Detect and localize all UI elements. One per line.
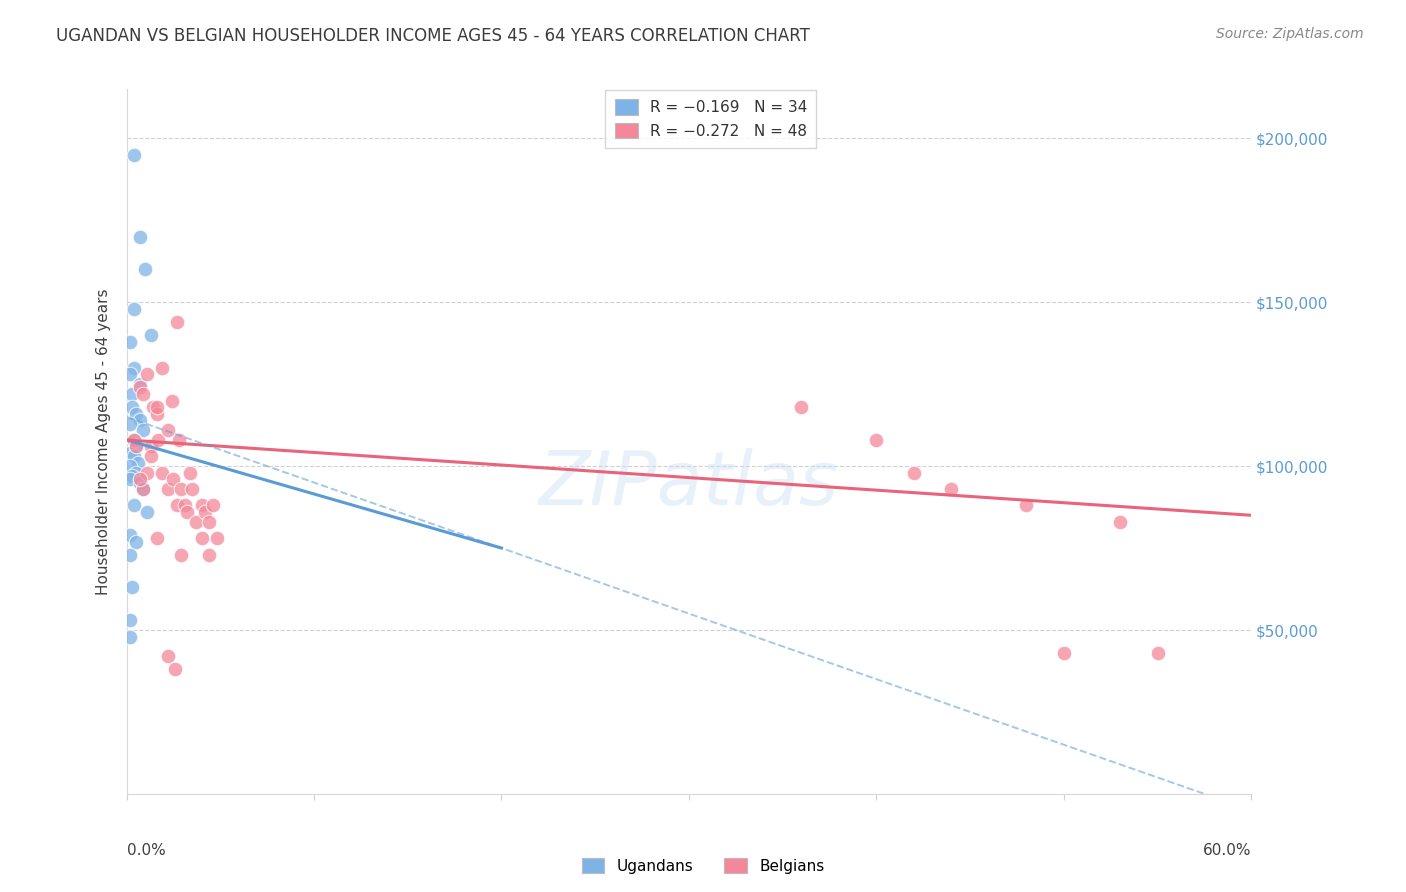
Point <box>139 450 162 464</box>
Point <box>120 417 142 431</box>
Point <box>1053 646 1076 660</box>
Point <box>1109 515 1132 529</box>
Point <box>166 499 188 513</box>
Text: 60.0%: 60.0% <box>1204 843 1251 858</box>
Point <box>150 466 173 480</box>
Point <box>132 482 155 496</box>
Point <box>120 334 142 349</box>
Point <box>120 548 142 562</box>
Point <box>121 469 143 483</box>
Text: ZIPatlas: ZIPatlas <box>538 448 839 520</box>
Point <box>122 433 145 447</box>
Point <box>790 400 813 414</box>
Point <box>125 440 148 454</box>
Point <box>201 499 224 513</box>
Point <box>194 505 217 519</box>
Point <box>120 528 142 542</box>
Point <box>142 400 165 414</box>
Point <box>121 400 143 414</box>
Point <box>190 531 212 545</box>
Point <box>128 472 150 486</box>
Point <box>125 440 148 454</box>
Point <box>184 515 207 529</box>
Point <box>198 548 221 562</box>
Text: Source: ZipAtlas.com: Source: ZipAtlas.com <box>1216 27 1364 41</box>
Point <box>128 377 150 392</box>
Point <box>128 229 150 244</box>
Point <box>160 393 183 408</box>
Point <box>179 466 201 480</box>
Point <box>150 360 173 375</box>
Point <box>156 482 179 496</box>
Point <box>134 262 156 277</box>
Point <box>132 387 155 401</box>
Point <box>1015 499 1038 513</box>
Text: UGANDAN VS BELGIAN HOUSEHOLDER INCOME AGES 45 - 64 YEARS CORRELATION CHART: UGANDAN VS BELGIAN HOUSEHOLDER INCOME AG… <box>56 27 810 45</box>
Point <box>170 482 193 496</box>
Point <box>136 368 159 382</box>
Legend: Ugandans, Belgians: Ugandans, Belgians <box>575 852 831 880</box>
Point <box>122 433 145 447</box>
Point <box>120 446 142 460</box>
Point <box>167 433 190 447</box>
Point <box>122 147 145 161</box>
Point <box>181 482 204 496</box>
Point <box>136 466 159 480</box>
Point <box>170 548 193 562</box>
Point <box>165 662 187 676</box>
Point <box>145 531 167 545</box>
Point <box>121 387 143 401</box>
Point <box>139 440 162 454</box>
Point <box>148 433 170 447</box>
Point <box>128 413 150 427</box>
Point <box>120 368 142 382</box>
Point <box>120 630 142 644</box>
Point <box>125 534 148 549</box>
Point <box>121 581 143 595</box>
Text: 0.0%: 0.0% <box>127 843 166 858</box>
Point <box>122 450 145 464</box>
Point <box>120 613 142 627</box>
Point <box>156 423 179 437</box>
Point <box>1146 646 1168 660</box>
Point <box>903 466 925 480</box>
Y-axis label: Householder Income Ages 45 - 64 years: Householder Income Ages 45 - 64 years <box>96 288 111 595</box>
Point <box>122 360 145 375</box>
Point <box>145 407 167 421</box>
Point <box>205 531 228 545</box>
Point <box>125 407 148 421</box>
Point <box>125 466 148 480</box>
Point <box>166 315 188 329</box>
Point <box>156 649 179 664</box>
Point <box>128 475 150 490</box>
Point <box>122 499 145 513</box>
Point <box>190 499 212 513</box>
Point <box>941 482 963 496</box>
Point <box>865 433 887 447</box>
Point <box>145 400 167 414</box>
Point <box>122 301 145 316</box>
Point <box>128 380 150 394</box>
Point <box>127 456 149 470</box>
Point <box>120 459 142 474</box>
Point <box>132 423 155 437</box>
Legend: R = −0.169   N = 34, R = −0.272   N = 48: R = −0.169 N = 34, R = −0.272 N = 48 <box>606 90 817 148</box>
Point <box>198 515 221 529</box>
Point <box>176 505 198 519</box>
Point <box>120 472 142 486</box>
Point <box>132 482 155 496</box>
Point <box>139 328 162 343</box>
Point <box>173 499 195 513</box>
Point <box>136 505 159 519</box>
Point <box>162 472 184 486</box>
